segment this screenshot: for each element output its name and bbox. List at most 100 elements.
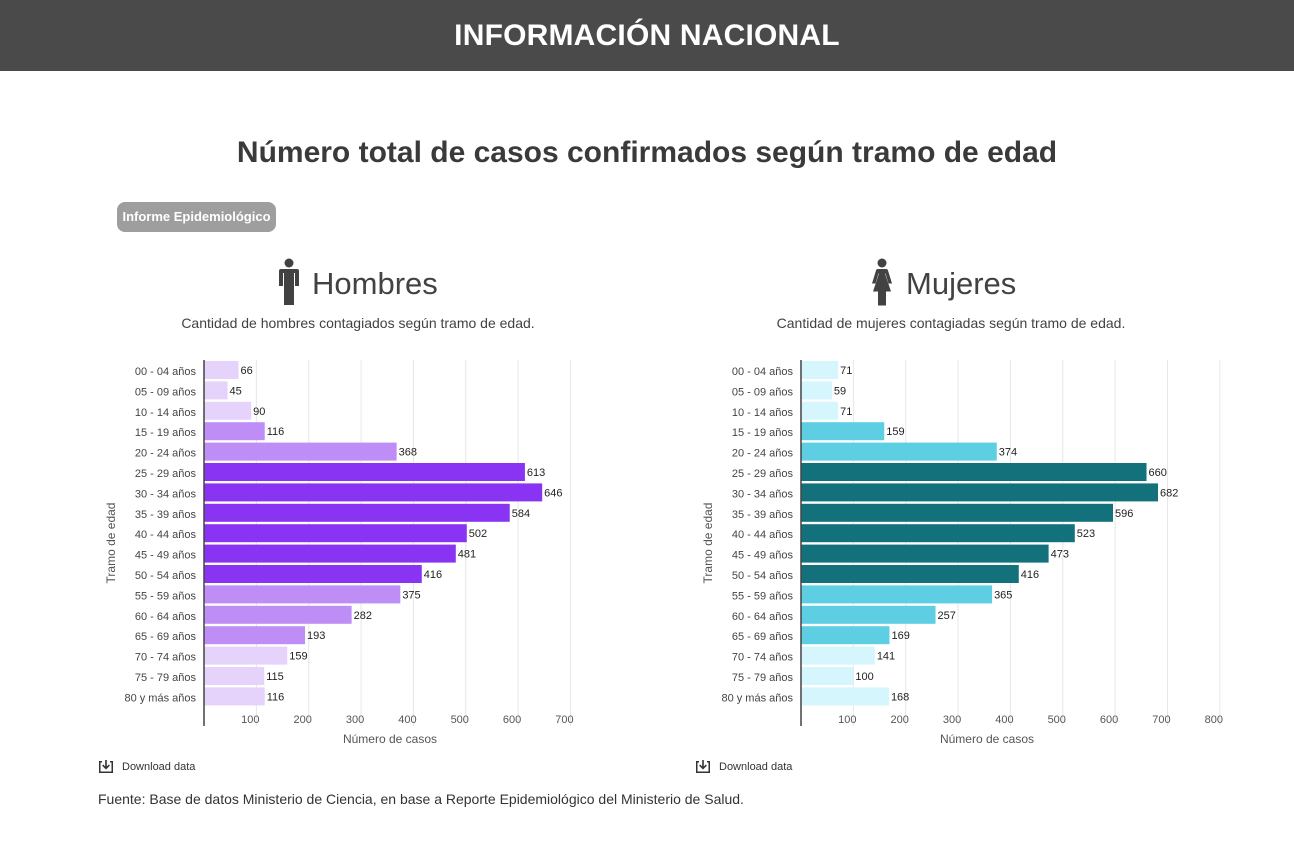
women-x-tick-label: 500 xyxy=(1048,714,1066,726)
men-category-label: 30 - 34 años xyxy=(135,488,197,500)
men-category-label: 05 - 09 años xyxy=(135,386,197,398)
men-bar xyxy=(204,626,306,645)
men-x-axis-title: Número de casos xyxy=(343,732,437,746)
men-x-tick-label: 700 xyxy=(555,714,573,726)
men-category-label: 70 - 74 años xyxy=(135,652,197,664)
women-bar xyxy=(801,687,889,706)
men-age-bar-chart: 100 200 300 400 500 600 700 66 00 - 04 años 45 05 … xyxy=(104,360,574,746)
men-bar-value-label: 116 xyxy=(267,426,285,438)
men-download-data-button[interactable]: Download data xyxy=(98,759,195,775)
women-x-tick-label: 300 xyxy=(943,714,961,726)
download-label: Download data xyxy=(122,761,196,773)
women-bar-value-label: 59 xyxy=(834,385,846,397)
women-bar xyxy=(801,463,1147,481)
women-category-label: 65 - 69 años xyxy=(732,631,794,643)
women-category-label: 50 - 54 años xyxy=(732,570,794,582)
men-bar-value-label: 416 xyxy=(424,569,442,581)
women-download-data-button[interactable]: Download data xyxy=(695,759,792,775)
women-category-label: 25 - 29 años xyxy=(732,468,794,480)
men-x-tick-label: 300 xyxy=(346,714,364,726)
men-bar-value-label: 115 xyxy=(266,671,284,683)
men-panel-header: Hombres xyxy=(278,258,438,310)
men-bar-value-label: 282 xyxy=(354,610,372,622)
women-bar-value-label: 169 xyxy=(891,630,909,642)
source-note: Fuente: Base de datos Ministerio de Cien… xyxy=(98,791,744,807)
men-y-axis-title: Tramo de edad xyxy=(104,503,118,584)
men-x-tick-label: 100 xyxy=(241,714,259,726)
women-category-label: 15 - 19 años xyxy=(732,427,794,439)
women-category-label: 60 - 64 años xyxy=(732,611,794,623)
men-bar xyxy=(204,646,288,665)
women-panel-title: Mujeres xyxy=(906,266,1017,301)
women-category-label: 80 y más años xyxy=(721,692,793,704)
women-category-label: 70 - 74 años xyxy=(732,652,794,664)
women-bar-value-label: 416 xyxy=(1021,569,1039,581)
men-bar xyxy=(204,483,543,502)
men-category-label: 40 - 44 años xyxy=(135,529,197,541)
men-bar xyxy=(204,605,352,624)
men-bar-value-label: 584 xyxy=(512,508,530,520)
women-bar-value-label: 168 xyxy=(891,691,909,703)
men-x-tick-label: 600 xyxy=(503,714,521,726)
women-bar-value-label: 374 xyxy=(999,447,1017,459)
women-bar-value-label: 682 xyxy=(1160,487,1178,499)
women-bar-value-label: 159 xyxy=(886,426,904,438)
women-x-tick-label: 100 xyxy=(838,714,856,726)
men-bar-value-label: 368 xyxy=(399,447,417,459)
women-x-axis-title: Número de casos xyxy=(940,732,1034,746)
men-category-label: 60 - 64 años xyxy=(135,611,197,623)
men-bar-value-label: 502 xyxy=(469,528,487,540)
women-bar xyxy=(801,605,936,624)
women-category-label: 35 - 39 años xyxy=(732,509,794,521)
women-bar xyxy=(801,381,832,400)
men-category-label: 15 - 19 años xyxy=(135,427,197,439)
men-bar xyxy=(204,422,265,441)
women-bar xyxy=(801,626,890,645)
men-category-label: 10 - 14 años xyxy=(135,407,197,419)
men-category-label: 25 - 29 años xyxy=(135,468,197,480)
men-bar-value-label: 159 xyxy=(289,651,307,663)
men-bar xyxy=(204,463,525,481)
men-bar-value-label: 66 xyxy=(241,365,253,377)
men-bar-value-label: 116 xyxy=(267,691,285,703)
women-bar xyxy=(801,544,1049,563)
men-panel-title: Hombres xyxy=(312,266,438,301)
men-bar xyxy=(204,687,265,706)
men-x-tick-label: 400 xyxy=(398,714,416,726)
men-bar xyxy=(204,544,456,563)
men-bar-value-label: 45 xyxy=(230,385,242,397)
women-bar-value-label: 141 xyxy=(877,651,895,663)
women-category-label: 00 - 04 años xyxy=(732,366,794,378)
men-category-label: 75 - 79 años xyxy=(135,672,197,684)
download-icon xyxy=(99,760,113,773)
women-category-label: 75 - 79 años xyxy=(732,672,794,684)
men-x-tick-label: 200 xyxy=(294,714,312,726)
men-bar-value-label: 646 xyxy=(544,487,562,499)
men-category-label: 50 - 54 años xyxy=(135,570,197,582)
download-label: Download data xyxy=(719,761,793,773)
women-bar xyxy=(801,503,1114,522)
women-bar xyxy=(801,585,993,604)
women-panel-header: Mujeres xyxy=(870,258,1016,310)
download-icon xyxy=(696,760,710,773)
women-bar-value-label: 71 xyxy=(840,406,852,418)
men-bar-value-label: 481 xyxy=(458,549,476,561)
men-bar xyxy=(204,667,265,685)
men-bar-value-label: 613 xyxy=(527,467,545,479)
women-bar xyxy=(801,401,839,420)
women-bar xyxy=(801,422,885,441)
men-bar xyxy=(204,381,228,400)
women-x-tick-label: 400 xyxy=(995,714,1013,726)
woman-icon xyxy=(870,258,894,311)
informe-epidemiologico-button[interactable]: Informe Epidemiológico xyxy=(117,202,276,232)
women-chart-subtitle: Cantidad de mujeres contagiadas según tr… xyxy=(776,315,1126,331)
women-age-bar-chart: 100 200 300 400 500 600 700 800 71 00 - 04 años 59… xyxy=(701,360,1223,746)
women-bar-value-label: 523 xyxy=(1077,528,1095,540)
men-bar-value-label: 375 xyxy=(402,589,420,601)
top-banner: INFORMACIÓN NACIONAL xyxy=(0,0,1294,71)
men-chart-subtitle: Cantidad de hombres contagiados según tr… xyxy=(181,315,535,331)
women-category-label: 45 - 49 años xyxy=(732,550,794,562)
men-bar xyxy=(204,503,510,522)
men-bar-value-label: 90 xyxy=(253,406,265,418)
men-x-tick-label: 500 xyxy=(451,714,469,726)
